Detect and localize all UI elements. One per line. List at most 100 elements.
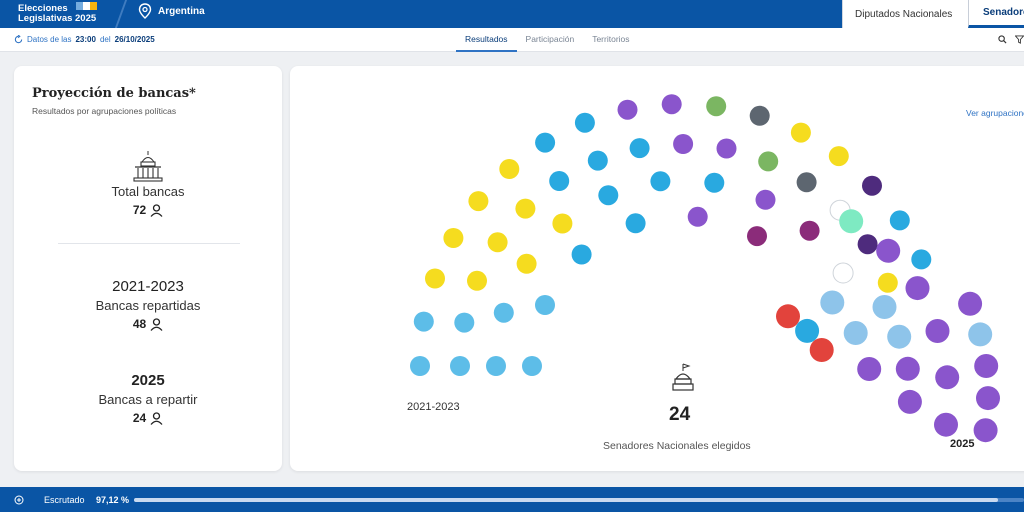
seat-2021-r1-8[interactable] (673, 134, 694, 154)
seat-2025-r2-0[interactable] (897, 389, 922, 414)
seat-2021-r0-16[interactable] (911, 249, 932, 270)
seat-2025-r2-3[interactable] (872, 295, 897, 319)
total-label: Total bancas (111, 184, 185, 199)
seat-2021-r3-3[interactable] (625, 213, 646, 234)
elected-label: Senadores Nacionales elegidos (603, 440, 751, 452)
seat-2025-r1-1[interactable] (843, 321, 868, 345)
seat-2021-r1-1[interactable] (454, 312, 475, 333)
seat-2025-r3-2[interactable] (925, 319, 950, 343)
seat-2021-r2-5[interactable] (650, 171, 671, 192)
seat-2021-r1-11[interactable] (796, 172, 817, 193)
seat-2021-r2-1[interactable] (493, 302, 514, 323)
period2-block: 2025 Bancas a repartir 24 (14, 372, 282, 427)
data-timestamp: Datos de las 23:00 del 26/10/2025 (14, 35, 155, 44)
seat-2025-r0-2[interactable] (809, 338, 834, 362)
seat-2021-r0-3[interactable] (443, 228, 464, 248)
seat-2021-r3-5[interactable] (747, 226, 767, 247)
ver-agrupaciones-link[interactable]: Ver agrupaciones (966, 108, 1024, 118)
seat-2021-r1-14[interactable] (877, 272, 898, 293)
seat-2025-r4-1[interactable] (976, 386, 1000, 411)
seat-2021-r3-2[interactable] (571, 244, 592, 265)
location-pin-icon (138, 3, 152, 19)
seat-2021-r0-4[interactable] (468, 191, 489, 212)
seat-2021-r2-2[interactable] (516, 253, 537, 274)
nav-tabs: Resultados Participación Territorios (456, 28, 639, 52)
seat-2021-r3-0[interactable] (522, 356, 542, 376)
period2-label: Bancas a repartir (98, 392, 198, 407)
tab-senadores[interactable]: Senadores Nacionales (968, 0, 1024, 28)
period1-number: 48 (132, 317, 147, 331)
seat-2021-r1-9[interactable] (716, 138, 737, 159)
seat-2021-r1-2[interactable] (467, 270, 487, 291)
seat-2021-r1-10[interactable] (758, 151, 779, 172)
tab-participacion[interactable]: Participación (525, 34, 575, 44)
app-logo[interactable]: Elecciones Legislativas 2025 (18, 4, 96, 24)
info-icon[interactable] (14, 495, 24, 505)
escrutado-progress-bar (134, 498, 1024, 502)
seat-2025-r4-2[interactable] (974, 354, 999, 378)
seat-2025-r3-5[interactable] (839, 209, 864, 234)
seat-2021-r0-11[interactable] (749, 105, 770, 126)
refresh-icon (14, 35, 23, 44)
seat-2025-r0-0[interactable] (776, 304, 800, 329)
seat-2021-r0-1[interactable] (413, 311, 434, 332)
seat-2025-r1-0[interactable] (857, 357, 882, 381)
seat-2021-r1-4[interactable] (515, 198, 536, 219)
seat-2021-r3-1[interactable] (535, 295, 555, 315)
seat-2021-r2-7[interactable] (755, 189, 776, 210)
escrutado-label: Escrutado (44, 495, 85, 505)
seat-2021-r1-3[interactable] (487, 232, 508, 253)
seat-2021-r0-9[interactable] (661, 94, 682, 115)
seat-2021-r1-5[interactable] (549, 171, 570, 191)
seat-2025-r4-4[interactable] (958, 291, 983, 316)
seat-2021-r0-8[interactable] (617, 99, 638, 120)
location-selector[interactable]: Argentina (138, 3, 205, 19)
seat-2021-r2-8[interactable] (799, 220, 820, 241)
tab-resultados[interactable]: Resultados (456, 28, 517, 52)
seat-2025-r2-2[interactable] (887, 324, 912, 349)
tab-territorios[interactable]: Territorios (592, 34, 630, 44)
seat-2025-r1-2[interactable] (820, 290, 845, 315)
seat-2021-r0-7[interactable] (574, 112, 595, 133)
seat-2021-r1-13[interactable] (857, 234, 878, 255)
seat-2021-r1-6[interactable] (587, 150, 608, 171)
seat-2021-r0-12[interactable] (790, 122, 811, 143)
seat-2021-r3-4[interactable] (687, 206, 708, 227)
seat-2021-r2-4[interactable] (598, 185, 619, 206)
seat-2021-r0-13[interactable] (828, 146, 849, 167)
seat-2021-r0-5[interactable] (499, 159, 520, 179)
seat-2025-r0-1[interactable] (795, 318, 820, 343)
seat-2021-r1-7[interactable] (629, 138, 650, 159)
seat-2021-r0-15[interactable] (889, 210, 910, 231)
header-divider (114, 0, 128, 28)
label-2025: 2025 (950, 438, 975, 450)
seat-2025-r2-1[interactable] (895, 356, 920, 381)
seat-2021-r2-6[interactable] (704, 172, 725, 193)
filter-icon[interactable] (1015, 35, 1024, 44)
escrutado-value: 97,12 % (96, 495, 130, 505)
bottom-bar: Escrutado 97,12 % (0, 487, 1024, 512)
seat-2021-r2-9[interactable] (832, 262, 854, 284)
seat-2021-r1-0[interactable] (450, 356, 470, 376)
tab-senadores-label: Senadores Nacionales (983, 7, 1024, 18)
seat-2025-r3-4[interactable] (876, 238, 901, 263)
senate-chamber-chart (410, 94, 1000, 443)
seat-2025-r3-0[interactable] (934, 412, 958, 437)
seat-2021-r0-2[interactable] (425, 268, 445, 289)
search-icon[interactable] (998, 35, 1007, 44)
seat-2021-r0-6[interactable] (535, 132, 556, 153)
person-icon (150, 317, 163, 331)
logo-line1: Elecciones (18, 3, 68, 14)
seat-2021-r0-14[interactable] (862, 175, 882, 196)
seat-2025-r3-3[interactable] (905, 276, 930, 301)
period2-number: 24 (132, 411, 147, 425)
seat-2021-r0-10[interactable] (706, 96, 727, 117)
tab-diputados[interactable]: Diputados Nacionales (842, 0, 972, 28)
card-subtitle: Resultados por agrupaciones políticas (32, 106, 177, 116)
seat-2021-r0-0[interactable] (410, 356, 430, 376)
seat-2025-r4-0[interactable] (973, 418, 998, 443)
seat-2025-r3-1[interactable] (935, 365, 960, 390)
seat-2025-r4-3[interactable] (968, 322, 993, 347)
seat-2021-r2-3[interactable] (552, 213, 573, 234)
seat-2021-r2-0[interactable] (486, 356, 506, 376)
